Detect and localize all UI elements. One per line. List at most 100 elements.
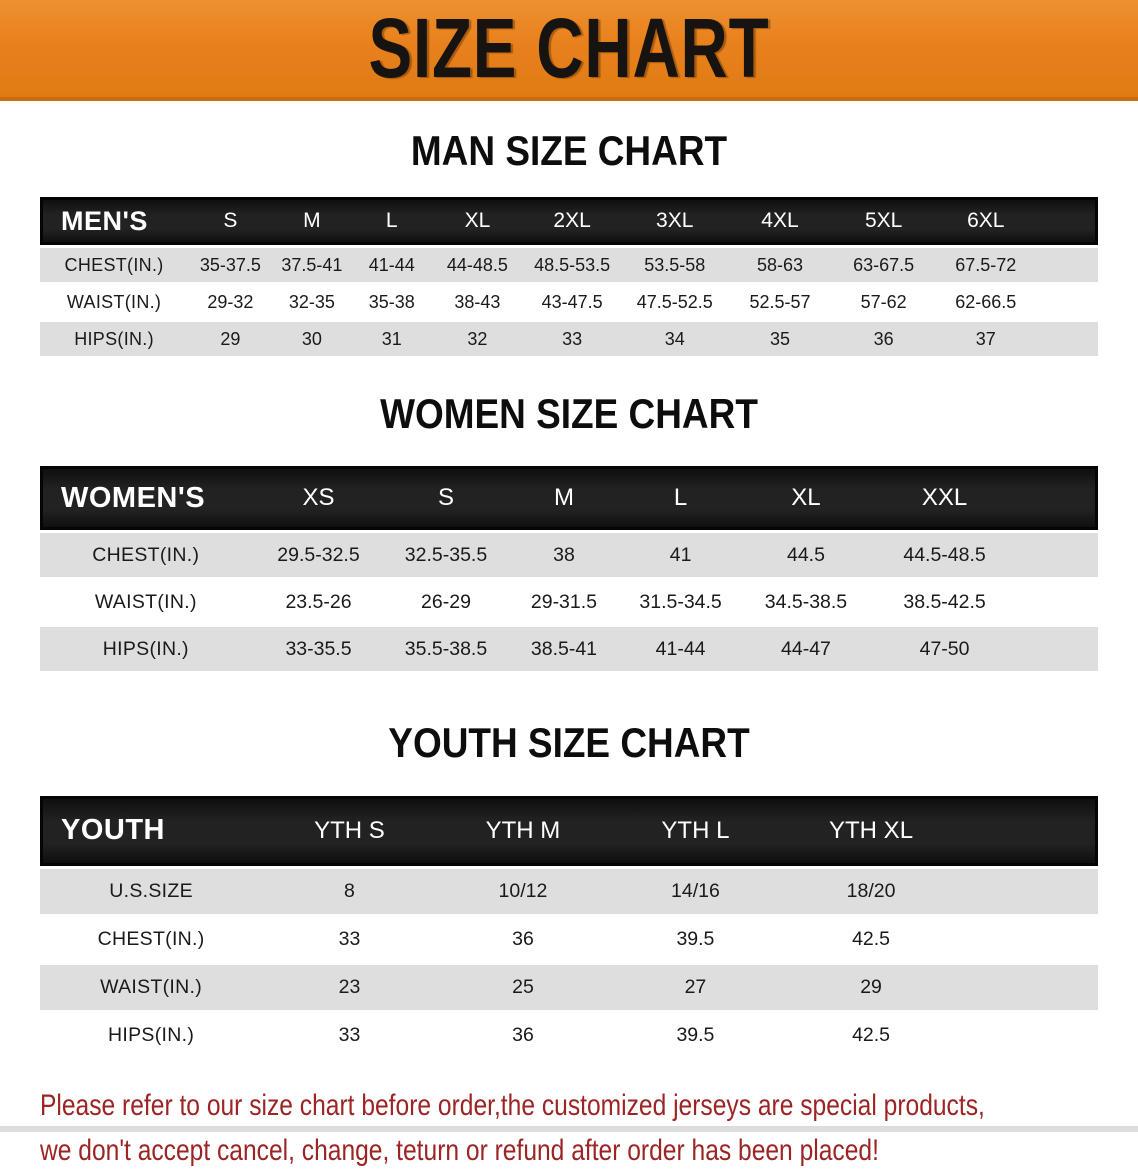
spacer-cell xyxy=(1017,533,1098,578)
youth-section-title: YOUTH SIZE CHART xyxy=(388,719,750,767)
size-column-header: L xyxy=(351,197,433,246)
value-cell: 63-67.5 xyxy=(832,248,935,283)
value-cell: 58-63 xyxy=(727,248,833,283)
value-cell: 29 xyxy=(781,964,961,1010)
row-label-cell: HIPS(IN.) xyxy=(40,1012,263,1058)
size-column-header: XL xyxy=(432,197,523,246)
size-column-header: XL xyxy=(739,466,873,531)
value-cell: 43-47.5 xyxy=(522,285,622,320)
header-spacer-cell xyxy=(960,795,1098,866)
value-cell: 33 xyxy=(522,322,622,357)
value-cell: 35 xyxy=(727,322,833,357)
value-cell: 41 xyxy=(621,533,740,578)
value-cell: 14/16 xyxy=(609,868,782,914)
value-cell: 44-47 xyxy=(739,627,873,672)
value-cell: 41-44 xyxy=(351,248,433,283)
row-label-cell: WAIST(IN.) xyxy=(40,580,252,625)
size-column-header: 2XL xyxy=(522,197,622,246)
value-cell: 38-43 xyxy=(432,285,523,320)
size-column-header: XXL xyxy=(872,466,1018,531)
row-label-cell: CHEST(IN.) xyxy=(40,248,189,283)
spacer-cell xyxy=(960,964,1098,1010)
row-label-cell: WAIST(IN.) xyxy=(40,285,189,320)
size-column-header: S xyxy=(385,466,507,531)
value-cell: 29 xyxy=(188,322,273,357)
value-cell: 42.5 xyxy=(781,1012,961,1058)
value-cell: 32.5-35.5 xyxy=(385,533,507,578)
spacer-cell xyxy=(960,916,1098,962)
row-label-cell: WAIST(IN.) xyxy=(40,964,263,1010)
spacer-cell xyxy=(1036,285,1098,320)
value-cell: 38.5-42.5 xyxy=(872,580,1018,625)
men-hips-row: HIPS(IN.) 29 30 31 32 33 34 35 36 37 xyxy=(40,322,1098,357)
value-cell: 31 xyxy=(351,322,433,357)
value-cell: 33 xyxy=(262,916,437,962)
value-cell: 35-38 xyxy=(351,285,433,320)
men-group-label: MEN'S xyxy=(40,197,189,246)
value-cell: 23 xyxy=(262,964,437,1010)
value-cell: 36 xyxy=(436,1012,610,1058)
size-column-header: 6XL xyxy=(934,197,1037,246)
women-section-title: WOMEN SIZE CHART xyxy=(380,390,758,438)
spacer-cell xyxy=(960,868,1098,914)
value-cell: 44.5 xyxy=(739,533,873,578)
men-section-title: MAN SIZE CHART xyxy=(410,127,728,174)
youth-waist-row: WAIST(IN.) 23 25 27 29 xyxy=(40,964,1098,1010)
disclaimer-line-2: we don't accept cancel, change, teturn o… xyxy=(40,1133,879,1167)
size-column-header: YTH XL xyxy=(781,795,961,866)
size-column-header: L xyxy=(621,466,740,531)
value-cell: 30 xyxy=(272,322,352,357)
banner-title: SIZE CHART xyxy=(368,1,770,95)
size-column-header: YTH M xyxy=(436,795,610,866)
value-cell: 62-66.5 xyxy=(934,285,1037,320)
size-column-header: 4XL xyxy=(727,197,833,246)
value-cell: 36 xyxy=(436,916,610,962)
women-header-row: WOMEN'S XS S M L XL XXL xyxy=(40,466,1098,531)
value-cell: 33 xyxy=(262,1012,437,1058)
value-cell: 47.5-52.5 xyxy=(621,285,728,320)
value-cell: 38.5-41 xyxy=(506,627,622,672)
value-cell: 29.5-32.5 xyxy=(251,533,386,578)
value-cell: 36 xyxy=(832,322,935,357)
women-group-label: WOMEN'S xyxy=(40,466,252,531)
value-cell: 26-29 xyxy=(385,580,507,625)
row-label-cell: CHEST(IN.) xyxy=(40,533,252,578)
size-column-header: YTH S xyxy=(262,795,437,866)
value-cell: 27 xyxy=(609,964,782,1010)
youth-ussize-row: U.S.SIZE 8 10/12 14/16 18/20 xyxy=(40,868,1098,914)
size-column-header: M xyxy=(272,197,352,246)
youth-chest-row: CHEST(IN.) 33 36 39.5 42.5 xyxy=(40,916,1098,962)
value-cell: 31.5-34.5 xyxy=(621,580,740,625)
value-cell: 38 xyxy=(506,533,622,578)
value-cell: 39.5 xyxy=(609,916,782,962)
size-column-header: 3XL xyxy=(621,197,728,246)
spacer-cell xyxy=(1017,580,1098,625)
size-column-header: 5XL xyxy=(832,197,935,246)
spacer-cell xyxy=(1036,248,1098,283)
value-cell: 25 xyxy=(436,964,610,1010)
value-cell: 32 xyxy=(432,322,523,357)
spacer-cell xyxy=(1036,322,1098,357)
men-size-table: MEN'S S M L XL 2XL 3XL 4XL 5XL 6XL CHEST… xyxy=(40,194,1098,359)
size-chart-banner: SIZE CHART xyxy=(0,0,1138,101)
value-cell: 52.5-57 xyxy=(727,285,833,320)
youth-group-label: YOUTH xyxy=(40,795,263,866)
value-cell: 29-32 xyxy=(188,285,273,320)
header-spacer-cell xyxy=(1036,197,1098,246)
value-cell: 35.5-38.5 xyxy=(385,627,507,672)
value-cell: 23.5-26 xyxy=(251,580,386,625)
value-cell: 29-31.5 xyxy=(506,580,622,625)
disclaimer-line-1: Please refer to our size chart before or… xyxy=(40,1088,985,1122)
value-cell: 35-37.5 xyxy=(188,248,273,283)
row-label-cell: HIPS(IN.) xyxy=(40,322,189,357)
value-cell: 44.5-48.5 xyxy=(872,533,1018,578)
value-cell: 37.5-41 xyxy=(272,248,352,283)
size-column-header: YTH L xyxy=(609,795,782,866)
value-cell: 34.5-38.5 xyxy=(739,580,873,625)
value-cell: 57-62 xyxy=(832,285,935,320)
value-cell: 41-44 xyxy=(621,627,740,672)
spacer-cell xyxy=(1017,627,1098,672)
size-column-header: S xyxy=(188,197,273,246)
bottom-edge-strip xyxy=(0,1126,1138,1132)
women-size-table: WOMEN'S XS S M L XL XXL CHEST(IN.) 29.5-… xyxy=(40,463,1098,674)
